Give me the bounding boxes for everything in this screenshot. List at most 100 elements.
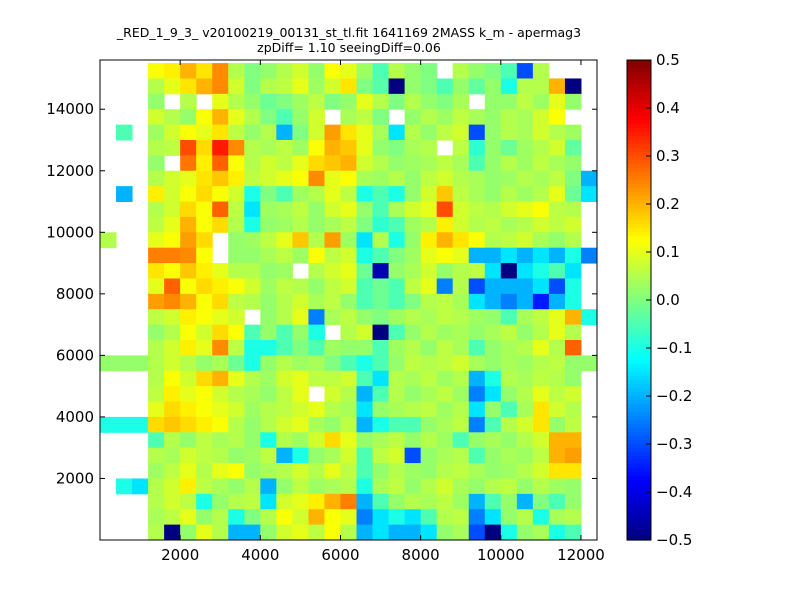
heatmap-cell: [548, 370, 566, 387]
heatmap-cell: [276, 293, 293, 310]
heatmap-cell: [484, 386, 502, 403]
heatmap-cell: [180, 170, 197, 187]
heatmap-cell: [244, 63, 261, 79]
heatmap-cell: [388, 155, 406, 172]
heatmap-cell: [228, 109, 245, 126]
heatmap-cell: [308, 324, 325, 341]
heatmap-cell: [548, 355, 566, 372]
heatmap-cell: [228, 478, 245, 495]
heatmap-cell: [548, 493, 566, 510]
heatmap-cell: [548, 416, 566, 433]
heatmap-cell: [292, 509, 309, 526]
heatmap-cell: [548, 324, 566, 341]
heatmap-cell: [356, 478, 374, 495]
heatmap-cell: [164, 524, 181, 541]
heatmap-cell: [148, 93, 165, 110]
heatmap-cell: [276, 386, 293, 403]
heatmap-cell: [404, 463, 422, 479]
heatmap-cell: [500, 324, 518, 341]
heatmap-cell: [308, 63, 325, 79]
heatmap-cell: [164, 509, 181, 526]
heatmap-cell: [532, 401, 550, 418]
heatmap-cell: [420, 309, 438, 326]
heatmap-cell: [404, 247, 422, 264]
heatmap-cell: [244, 216, 261, 233]
heatmap-cell: [228, 509, 245, 526]
heatmap-cell: [452, 124, 470, 141]
heatmap-cell: [532, 109, 550, 126]
colorbar-tick-label: 0.4: [656, 99, 680, 117]
heatmap-cell: [404, 447, 422, 464]
heatmap-cell: [500, 278, 518, 295]
heatmap-cell: [228, 447, 245, 464]
colorbar-segment: [627, 476, 651, 481]
heatmap-cell: [548, 93, 566, 110]
heatmap-cell: [244, 493, 261, 510]
heatmap-cell: [180, 78, 197, 95]
heatmap-cell: [500, 170, 518, 187]
heatmap-cell: [564, 155, 582, 172]
heatmap-cell: [372, 432, 390, 449]
heatmap-cell: [516, 201, 534, 218]
heatmap-cell: [148, 78, 165, 95]
heatmap-cell: [308, 201, 325, 218]
colorbar-segment: [627, 180, 651, 185]
heatmap-cell: [148, 278, 165, 295]
heatmap-cell: [340, 93, 358, 110]
heatmap-cell: [196, 232, 213, 249]
heatmap-cell: [500, 263, 518, 279]
heatmap-cell: [116, 478, 133, 495]
heatmap-cell: [228, 78, 245, 95]
heatmap-cell: [404, 63, 422, 79]
heatmap-cell: [452, 170, 470, 187]
heatmap-cell: [260, 278, 277, 295]
heatmap-cell: [260, 293, 277, 310]
heatmap-cell: [308, 247, 325, 264]
heatmap-cell: [388, 93, 406, 110]
heatmap-cell: [148, 155, 165, 172]
colorbar-segment: [627, 196, 651, 201]
heatmap-cell: [228, 140, 245, 156]
heatmap-cell: [356, 386, 374, 403]
heatmap-cell: [212, 401, 229, 418]
heatmap-cell: [324, 232, 341, 249]
colorbar-segment: [627, 500, 651, 505]
heatmap-cell: [516, 340, 534, 356]
heatmap-cell: [212, 524, 229, 541]
heatmap-cell: [532, 309, 550, 326]
heatmap-cell: [356, 201, 374, 218]
heatmap-cell: [468, 63, 486, 79]
heatmap-cell: [308, 170, 325, 187]
heatmap-cell: [228, 124, 245, 141]
heatmap-cell: [292, 232, 309, 249]
heatmap-cell: [356, 155, 374, 172]
colorbar-segment: [627, 344, 651, 349]
heatmap-cell: [468, 355, 486, 372]
heatmap-cell: [228, 247, 245, 264]
heatmap-cell: [340, 109, 358, 126]
heatmap-cell: [212, 493, 229, 510]
heatmap-cell: [516, 309, 534, 326]
heatmap-cell: [436, 124, 454, 141]
heatmap-cell: [452, 201, 470, 218]
colorbar-segment: [627, 396, 651, 401]
heatmap-cell: [132, 478, 149, 495]
heatmap-cell: [372, 78, 390, 95]
heatmap-cell: [404, 509, 422, 526]
heatmap-cell: [468, 186, 486, 203]
heatmap-cell: [340, 401, 358, 418]
heatmap-cell: [212, 216, 229, 233]
heatmap-cell: [452, 355, 470, 372]
heatmap-cell: [324, 493, 341, 510]
heatmap-cell: [212, 263, 229, 279]
heatmap-cell: [388, 386, 406, 403]
colorbar-segment: [627, 100, 651, 105]
heatmap-cell: [340, 447, 358, 464]
heatmap-cell: [516, 493, 534, 510]
heatmap-cell: [420, 78, 438, 95]
heatmap-cell: [356, 524, 374, 541]
x-tick-label: 6000: [321, 546, 359, 564]
heatmap-cell: [484, 463, 502, 479]
heatmap-cell: [212, 170, 229, 187]
colorbar-segment: [627, 136, 651, 141]
